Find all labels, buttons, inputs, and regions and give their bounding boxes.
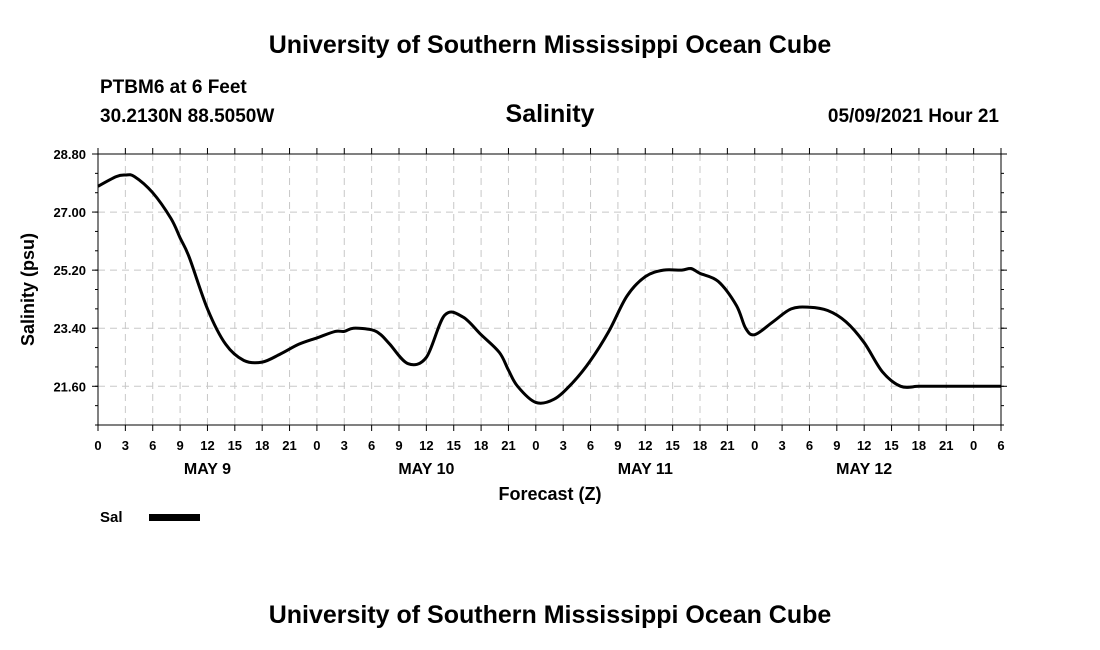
y-tick-label: 25.20 <box>53 263 86 278</box>
x-tick-label: 9 <box>395 438 402 453</box>
y-tick-label: 28.80 <box>53 147 86 162</box>
x-tick-label: 3 <box>778 438 785 453</box>
x-tick-label: 12 <box>857 438 871 453</box>
station-coordinates: 30.2130N 88.5050W <box>100 106 275 127</box>
legend: Sal <box>100 509 200 526</box>
y-tick-label: 27.00 <box>53 205 86 220</box>
x-axis-label: Forecast (Z) <box>498 484 601 504</box>
x-tick-label: 18 <box>693 438 707 453</box>
x-tick-label: 9 <box>176 438 183 453</box>
x-tick-label: 3 <box>560 438 567 453</box>
x-tick-label: 3 <box>122 438 129 453</box>
x-tick-label: 0 <box>94 438 101 453</box>
x-tick-label: 21 <box>720 438 734 453</box>
legend-line-swatch <box>148 514 200 521</box>
x-tick-label: 12 <box>638 438 652 453</box>
plot-frame <box>97 153 1002 426</box>
x-tick-label: 9 <box>833 438 840 453</box>
x-day-label: MAY 9 <box>184 461 231 478</box>
axes: 21.60 23.40 25.20 27.00 28.80 0 3 6 9 12 15 18 21 0 3 6… <box>53 147 1007 478</box>
y-tick-label: 21.60 <box>53 379 86 394</box>
x-day-label: MAY 10 <box>398 461 454 478</box>
x-tick-label: 9 <box>614 438 621 453</box>
series-layer <box>97 173 1001 405</box>
x-tick-label: 15 <box>884 438 898 453</box>
series-line-sal <box>97 173 1001 405</box>
x-tick-label: 0 <box>532 438 539 453</box>
x-tick-label: 0 <box>751 438 758 453</box>
x-tick-label: 12 <box>200 438 214 453</box>
y-axis-label: Salinity (psu) <box>18 233 38 346</box>
x-tick-label: 15 <box>665 438 679 453</box>
x-tick-label: 6 <box>997 438 1004 453</box>
grid <box>98 153 1001 425</box>
x-tick-label: 6 <box>149 438 156 453</box>
station-label: PTBM6 at 6 Feet <box>100 77 247 98</box>
x-tick-label: 21 <box>501 438 515 453</box>
x-tick-label: 0 <box>313 438 320 453</box>
x-tick-label: 15 <box>446 438 460 453</box>
y-tick-label: 23.40 <box>53 321 86 336</box>
legend-label: Sal <box>100 509 123 526</box>
footer-title: University of Southern Mississippi Ocean… <box>268 601 832 629</box>
x-tick-label: 3 <box>341 438 348 453</box>
x-tick-label: 6 <box>368 438 375 453</box>
x-day-label: MAY 11 <box>618 461 673 478</box>
x-tick-label: 12 <box>419 438 433 453</box>
x-tick-label: 21 <box>939 438 953 453</box>
x-tick-label: 6 <box>806 438 813 453</box>
chart-title: Salinity <box>505 100 595 128</box>
x-tick-label: 18 <box>912 438 926 453</box>
x-tick-label: 0 <box>970 438 977 453</box>
page-title: University of Southern Mississippi Ocean… <box>268 31 832 59</box>
x-day-label: MAY 12 <box>836 461 892 478</box>
x-tick-label: 6 <box>587 438 594 453</box>
forecast-timestamp: 05/09/2021 Hour 21 <box>827 106 999 127</box>
x-tick-label: 18 <box>474 438 488 453</box>
x-tick-label: 18 <box>255 438 269 453</box>
x-tick-label: 21 <box>282 438 296 453</box>
x-tick-label: 15 <box>228 438 242 453</box>
